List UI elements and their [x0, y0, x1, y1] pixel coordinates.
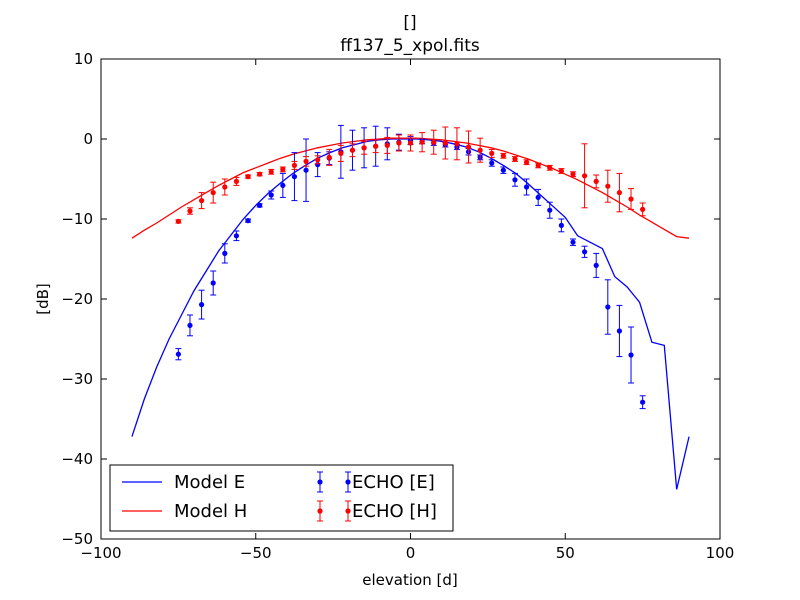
- data-point: [187, 322, 193, 328]
- data-point: [187, 208, 193, 214]
- data-point: [222, 184, 228, 190]
- data-point: [175, 218, 181, 224]
- plot-area: [131, 124, 690, 490]
- x-tick-label: 100: [706, 544, 735, 562]
- data-point: [547, 207, 553, 213]
- data-point: [477, 147, 483, 153]
- data-point: [175, 351, 181, 357]
- legend-label: ECHO [E]: [352, 472, 435, 493]
- chart-subtitle: ff137_5_xpol.fits: [340, 36, 480, 56]
- data-point: [512, 156, 518, 162]
- data-point: [245, 174, 251, 180]
- data-point: [419, 139, 425, 145]
- data-point: [616, 328, 623, 334]
- data-point: [593, 262, 599, 268]
- data-point: [373, 143, 379, 149]
- data-point: [396, 140, 402, 146]
- legend-box: [109, 464, 454, 532]
- data-point: [605, 304, 611, 310]
- y-axis-label: [dB]: [34, 283, 52, 315]
- x-tick-label: 50: [556, 544, 575, 562]
- data-point: [628, 196, 634, 202]
- data-point: [384, 142, 390, 148]
- x-tick-label: −50: [240, 544, 272, 562]
- data-point: [465, 144, 472, 150]
- data-point: [245, 218, 251, 224]
- data-point: [338, 150, 344, 156]
- data-point: [349, 147, 356, 153]
- data-point: [570, 239, 576, 245]
- data-point: [558, 168, 564, 174]
- data-point: [593, 178, 599, 184]
- data-point: [535, 162, 541, 168]
- data-point: [640, 399, 646, 405]
- y-tick-label: −20: [61, 290, 93, 308]
- y-tick-label: −30: [61, 370, 93, 388]
- legend-label: Model H: [174, 501, 247, 522]
- data-point: [303, 158, 309, 164]
- data-point: [570, 171, 576, 177]
- data-point: [500, 153, 506, 159]
- y-tick-label: 0: [83, 130, 93, 148]
- legend-label: ECHO [H]: [352, 501, 437, 522]
- data-point: [268, 169, 274, 175]
- data-point: [326, 154, 332, 160]
- data-point: [198, 302, 205, 308]
- data-point: [280, 182, 286, 188]
- data-point: [442, 140, 448, 146]
- data-point: [547, 165, 553, 171]
- y-tick-label: 10: [74, 50, 93, 68]
- data-point: [291, 174, 298, 180]
- data-point: [303, 167, 309, 173]
- data-point: [210, 280, 216, 286]
- data-point: [489, 160, 495, 166]
- data-point: [489, 150, 495, 156]
- legend-swatch: [317, 479, 323, 485]
- data-point: [640, 206, 646, 212]
- data-point: [210, 190, 216, 196]
- plot-frame: [100, 58, 721, 540]
- data-point: [535, 194, 541, 200]
- y-tick-label: −50: [61, 530, 93, 548]
- legend-label: Model E: [174, 472, 245, 493]
- data-point: [361, 145, 367, 151]
- data-point: [407, 140, 414, 146]
- chart-title: []: [403, 13, 416, 33]
- legend-swatch: [317, 508, 323, 514]
- y-tick-label: −10: [61, 210, 93, 228]
- data-point: [198, 198, 205, 204]
- y-tick-label: −40: [61, 450, 93, 468]
- x-axis-label: elevation [d]: [362, 571, 457, 589]
- data-point: [523, 184, 530, 190]
- legend-swatch: [345, 508, 351, 514]
- x-tick-label: −100: [80, 544, 121, 562]
- data-point: [512, 177, 518, 183]
- data-point: [581, 249, 588, 255]
- data-point: [581, 173, 588, 179]
- data-point: [257, 171, 263, 177]
- data-point: [222, 250, 228, 256]
- data-point: [628, 352, 634, 358]
- data-point: [523, 159, 530, 165]
- legend-swatch: [345, 479, 351, 485]
- data-point: [268, 192, 274, 198]
- data-point: [291, 162, 298, 168]
- data-point: [315, 157, 321, 163]
- data-point: [257, 202, 263, 208]
- data-point: [500, 167, 506, 173]
- data-point: [616, 190, 623, 196]
- data-point: [605, 183, 611, 189]
- data-point: [280, 166, 286, 172]
- data-point: [233, 178, 240, 184]
- data-point: [233, 233, 240, 239]
- data-point: [431, 139, 437, 145]
- x-tick-label: 0: [406, 544, 416, 562]
- data-point: [558, 222, 564, 228]
- data-point: [454, 141, 460, 147]
